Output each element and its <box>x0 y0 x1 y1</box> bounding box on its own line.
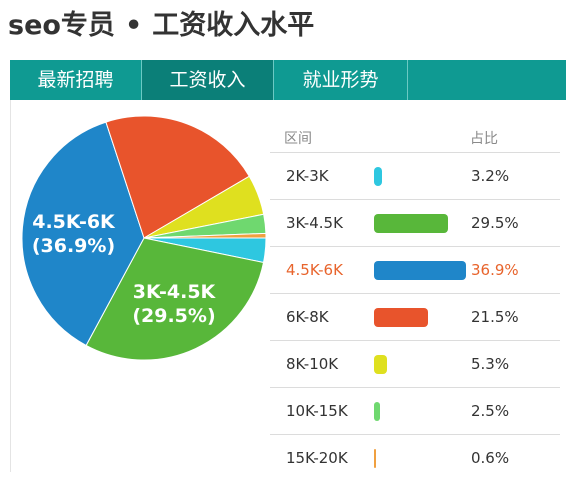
legend-percent-label: 29.5% <box>471 214 519 232</box>
legend-row-10k-15k: 10K-15K 2.5% <box>270 388 560 435</box>
legend-bar-8k-10k <box>374 355 388 374</box>
pie-slice-15k-20k <box>143 232 267 239</box>
legend-percent-label: 2.5% <box>471 402 510 420</box>
legend-rows: 2K-3K 3.2% 3K-4.5K 29.5% 4.5K-6K 36.9% 6K-8K 21… <box>270 153 560 481</box>
title-separator: • <box>124 10 143 41</box>
pie-slice-6k-8k <box>105 115 250 239</box>
legend-range-label: 3K-4.5K <box>286 214 343 232</box>
legend-bar-6k-8k <box>374 308 428 327</box>
legend-percent-label: 21.5% <box>471 308 519 326</box>
legend-row-6k-8k: 6K-8K 21.5% <box>270 294 560 341</box>
title-subtitle: 工资收入水平 <box>152 10 315 41</box>
pie-slice-3k-4-5k <box>85 237 265 361</box>
pie-label-4-5k-6k-percent: (36.9%) <box>32 235 115 257</box>
legend-range-label: 8K-10K <box>286 355 339 373</box>
legend-percent-label: 0.6% <box>471 449 510 467</box>
pie-label-3k-4-5k-percent: (29.5%) <box>132 305 215 327</box>
legend-header: 区间 占比 <box>270 118 560 153</box>
salary-legend-table: 区间 占比 2K-3K 3.2% 3K-4.5K 29.5% 4.5K-6K 36.9% 6… <box>270 118 560 481</box>
pane-border <box>10 100 11 472</box>
legend-header-share: 占比 <box>470 131 498 147</box>
legend-bar-15k-20k <box>374 449 376 468</box>
pie-slice-4-5k-6k <box>21 121 145 347</box>
legend-bar-10k-15k <box>374 402 381 421</box>
job-title: seo专员 <box>8 10 115 41</box>
legend-bar-3k-4-5k <box>374 214 448 233</box>
tab-bar: 最新招聘 工资收入 就业形势 <box>10 60 566 100</box>
legend-row-15k-20k: 15K-20K 0.6% <box>270 435 560 481</box>
legend-percent-label: 36.9% <box>471 261 519 279</box>
tab-employment[interactable]: 就业形势 <box>274 60 408 100</box>
tab-latest-jobs[interactable]: 最新招聘 <box>10 60 142 100</box>
legend-range-label: 2K-3K <box>286 167 329 185</box>
legend-range-label: 6K-8K <box>286 308 329 326</box>
legend-header-range: 区间 <box>284 131 312 147</box>
legend-row-3k-4-5k: 3K-4.5K 29.5% <box>270 200 560 247</box>
legend-row-4-5k-6k: 4.5K-6K 36.9% <box>270 247 560 294</box>
legend-range-label: 10K-15K <box>286 402 348 420</box>
page-title: seo专员 • 工资收入水平 <box>8 4 314 48</box>
legend-bar-2k-3k <box>374 167 382 186</box>
legend-range-label: 4.5K-6K <box>286 261 343 279</box>
legend-percent-label: 5.3% <box>471 355 510 373</box>
pie-label-3k-4-5k-range: 3K-4.5K <box>133 281 217 303</box>
legend-range-label: 15K-20K <box>286 449 348 467</box>
pie-label-4-5k-6k-range: 4.5K-6K <box>32 211 116 233</box>
tab-salary[interactable]: 工资收入 <box>142 60 274 100</box>
salary-pie-chart: 4.5K-6K(36.9%) 3K-4.5K(29.5%) <box>21 115 267 361</box>
legend-row-2k-3k: 2K-3K 3.2% <box>270 153 560 200</box>
legend-percent-label: 3.2% <box>471 167 510 185</box>
legend-row-8k-10k: 8K-10K 5.3% <box>270 341 560 388</box>
legend-bar-4-5k-6k <box>374 261 466 280</box>
